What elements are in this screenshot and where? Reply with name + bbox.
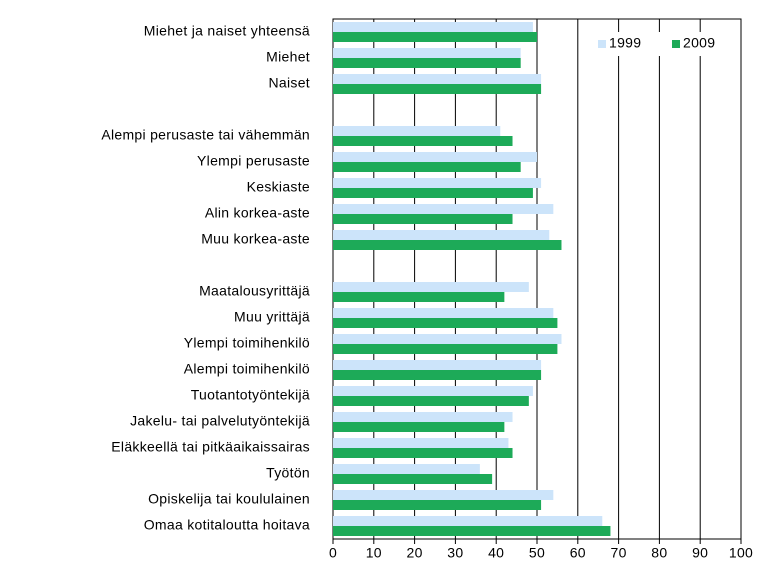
bar: [333, 84, 542, 94]
y-tick-label: Alempi perusaste tai vähemmän: [101, 127, 310, 143]
bar: [333, 48, 521, 58]
bar: [333, 412, 513, 422]
bar: [333, 58, 521, 68]
bar: [333, 516, 603, 526]
y-tick-label: Muu korkea-aste: [201, 231, 310, 247]
y-tick-label: Ylempi toimihenkilö: [184, 335, 310, 351]
y-tick-label: Miehet ja naiset yhteensä: [144, 23, 310, 39]
bar: [333, 136, 513, 146]
legend-swatch: [672, 40, 680, 48]
bar: [333, 422, 505, 432]
bar: [333, 22, 533, 32]
y-tick-label: Jakelu- tai palvelutyöntekijä: [130, 413, 310, 429]
y-tick-label: Alempi toimihenkilö: [184, 361, 310, 377]
bar: [333, 360, 542, 370]
bar: [333, 230, 550, 240]
bar: [333, 396, 529, 406]
x-tick-label: 100: [729, 545, 753, 561]
bar: [333, 370, 542, 380]
bar: [333, 344, 558, 354]
bar: [333, 474, 493, 484]
bar: [333, 448, 513, 458]
y-tick-label: Opiskelija tai koululainen: [148, 491, 310, 507]
x-tick-label: 50: [529, 545, 545, 561]
y-tick-label: Maatalousyrittäjä: [199, 283, 310, 299]
bar: [333, 74, 542, 84]
bar: [333, 152, 537, 162]
bar: [333, 334, 562, 344]
bar: [333, 464, 480, 474]
x-tick-label: 10: [366, 545, 382, 561]
bar: [333, 162, 521, 172]
bar: [333, 240, 562, 250]
bar: [333, 214, 513, 224]
x-tick-label: 80: [651, 545, 667, 561]
bar: [333, 526, 611, 536]
y-tick-label: Keskiaste: [247, 179, 310, 195]
y-tick-label: Työtön: [266, 465, 310, 481]
bar: [333, 386, 533, 396]
legend-box: [592, 32, 734, 56]
bar: [333, 188, 533, 198]
y-tick-label: Miehet: [266, 49, 310, 65]
bar: [333, 292, 505, 302]
x-tick-label: 20: [407, 545, 423, 561]
bar: [333, 204, 554, 214]
legend-label: 2009: [683, 35, 715, 51]
y-tick-label: Eläkkeellä tai pitkäaikaissairas: [111, 439, 310, 455]
x-tick-label: 0: [329, 545, 337, 561]
x-tick-label: 40: [488, 545, 504, 561]
x-tick-label: 30: [447, 545, 463, 561]
bar: [333, 500, 542, 510]
y-tick-label: Naiset: [269, 75, 310, 91]
bar: [333, 318, 558, 328]
bar: [333, 178, 542, 188]
y-tick-label: Alin korkea-aste: [205, 205, 310, 221]
x-tick-label: 60: [570, 545, 586, 561]
y-tick-label: Omaa kotitaloutta hoitava: [144, 517, 310, 533]
legend-label: 1999: [609, 35, 641, 51]
legend-swatch: [598, 40, 606, 48]
bar: [333, 282, 529, 292]
y-tick-label: Ylempi perusaste: [197, 153, 310, 169]
bar: [333, 438, 509, 448]
bar: [333, 126, 501, 136]
bar: [333, 32, 537, 42]
x-tick-label: 70: [611, 545, 627, 561]
y-tick-label: Tuotantotyöntekijä: [191, 387, 310, 403]
bar: [333, 490, 554, 500]
x-tick-label: 90: [692, 545, 708, 561]
bar: [333, 308, 554, 318]
y-tick-label: Muu yrittäjä: [234, 309, 310, 325]
